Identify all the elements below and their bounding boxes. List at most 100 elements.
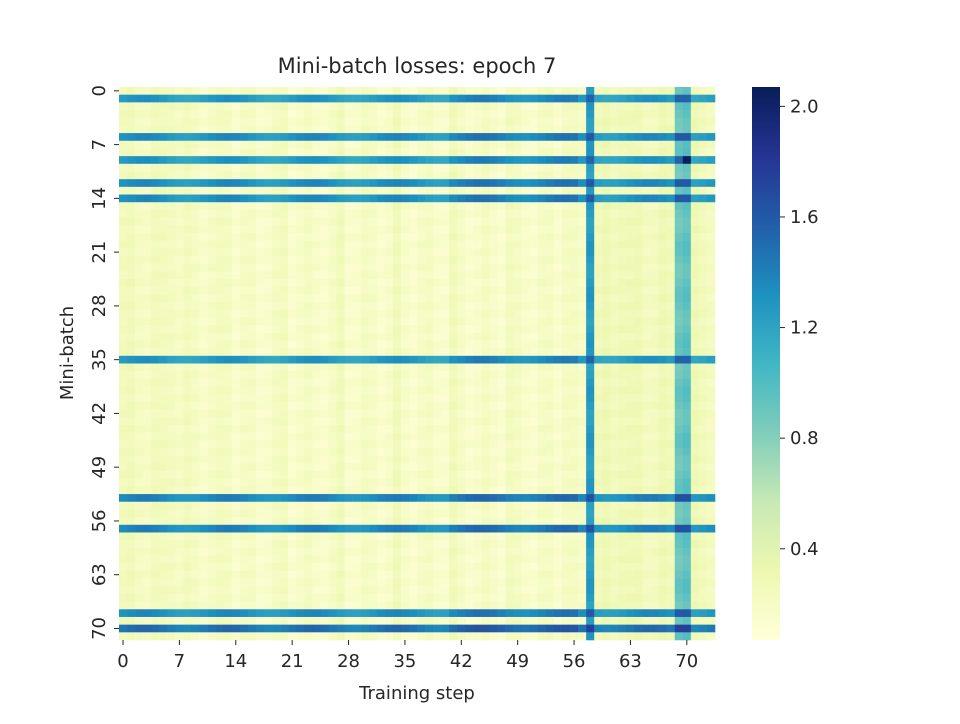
heatmap-cell — [481, 194, 490, 203]
heatmap-cell — [328, 371, 337, 380]
heatmap-cell — [135, 110, 144, 119]
heatmap-cell — [247, 440, 257, 449]
heatmap-cell — [489, 532, 498, 541]
heatmap-cell — [127, 217, 136, 226]
heatmap-cell — [159, 194, 168, 203]
heatmap-cell — [167, 371, 176, 380]
heatmap-cell — [626, 263, 635, 272]
heatmap-cell — [384, 471, 394, 480]
heatmap-cell — [368, 471, 378, 480]
heatmap-cell — [698, 102, 708, 111]
heatmap-cell — [312, 102, 321, 111]
heatmap-cell — [199, 194, 208, 203]
heatmap-cell — [537, 179, 547, 188]
heatmap-cell — [183, 501, 192, 510]
heatmap-cell — [634, 432, 643, 441]
heatmap-cell — [151, 302, 160, 311]
heatmap-cell — [602, 317, 611, 326]
heatmap-cell — [602, 409, 611, 418]
heatmap-cell — [666, 317, 676, 326]
heatmap-cell — [425, 547, 434, 556]
heatmap-cell — [497, 478, 506, 487]
heatmap-cell — [706, 394, 716, 403]
heatmap-cell — [666, 563, 676, 572]
heatmap-cell — [489, 332, 498, 341]
heatmap-cell — [537, 501, 547, 510]
heatmap-cell — [247, 532, 257, 541]
heatmap-cell — [425, 424, 434, 433]
heatmap-cell — [344, 517, 353, 526]
heatmap-cell — [127, 248, 136, 257]
heatmap-cell — [207, 447, 216, 456]
heatmap-cell — [408, 432, 418, 441]
heatmap-cell — [602, 386, 611, 395]
heatmap-cell — [545, 509, 555, 518]
heatmap-cell — [505, 186, 514, 195]
heatmap-cell — [280, 486, 289, 495]
heatmap-cell — [610, 417, 619, 426]
heatmap-cell — [175, 432, 184, 441]
heatmap-cell — [658, 325, 667, 334]
heatmap-cell — [698, 179, 708, 188]
heatmap-cell — [417, 417, 426, 426]
heatmap-cell — [642, 540, 651, 549]
heatmap-cell — [183, 102, 192, 111]
heatmap-cell — [231, 601, 241, 610]
heatmap-cell — [231, 394, 241, 403]
heatmap-cell — [658, 371, 667, 380]
heatmap-cell — [288, 156, 297, 165]
heatmap-cell — [578, 593, 587, 602]
heatmap-cell — [320, 255, 329, 264]
heatmap-cell — [497, 593, 506, 602]
heatmap-cell — [288, 348, 297, 357]
heatmap-cell — [634, 540, 643, 549]
heatmap-cell — [127, 209, 136, 218]
heatmap-cell — [143, 148, 152, 157]
heatmap-cell — [465, 371, 474, 380]
heatmap-cell — [578, 417, 587, 426]
heatmap-cell — [352, 248, 361, 257]
heatmap-cell — [392, 363, 402, 372]
heatmap-cell — [626, 332, 635, 341]
heatmap-cell — [473, 363, 482, 372]
heatmap-cell — [231, 271, 241, 280]
heatmap-cell — [497, 563, 506, 572]
heatmap-cell — [433, 501, 442, 510]
heatmap-cell — [666, 110, 676, 119]
heatmap-cell — [706, 217, 716, 226]
heatmap-cell — [400, 563, 410, 572]
heatmap-cell — [255, 263, 265, 272]
heatmap-cell — [513, 133, 522, 142]
heatmap-cell — [545, 248, 555, 257]
heatmap-cell — [312, 117, 321, 126]
heatmap-cell — [167, 217, 176, 226]
heatmap-cell — [650, 163, 659, 172]
heatmap-cell — [425, 133, 434, 142]
heatmap-cell — [513, 279, 522, 287]
heatmap-cell — [304, 540, 313, 549]
heatmap-cell — [320, 440, 329, 449]
heatmap-cell — [706, 563, 716, 572]
heatmap-cell — [400, 509, 410, 518]
heatmap-cell — [425, 302, 434, 311]
heatmap-cell — [433, 148, 442, 157]
heatmap-cell — [594, 194, 603, 203]
heatmap-cell — [674, 133, 684, 142]
heatmap-cell — [706, 348, 716, 357]
heatmap-cell — [706, 463, 716, 472]
heatmap-cell — [521, 110, 531, 119]
heatmap-cell — [706, 570, 716, 579]
heatmap-cell — [207, 286, 216, 295]
heatmap-cell — [207, 186, 216, 195]
heatmap-cell — [400, 209, 410, 218]
heatmap-cell — [505, 355, 514, 364]
heatmap-cell — [417, 409, 426, 418]
heatmap-cell — [602, 133, 611, 142]
heatmap-cell — [288, 586, 297, 595]
heatmap-cell — [674, 271, 684, 280]
heatmap-cell — [360, 302, 369, 311]
heatmap-cell — [336, 578, 345, 587]
heatmap-cell — [151, 401, 160, 410]
heatmap-cell — [119, 517, 128, 526]
heatmap-cell — [288, 447, 297, 456]
